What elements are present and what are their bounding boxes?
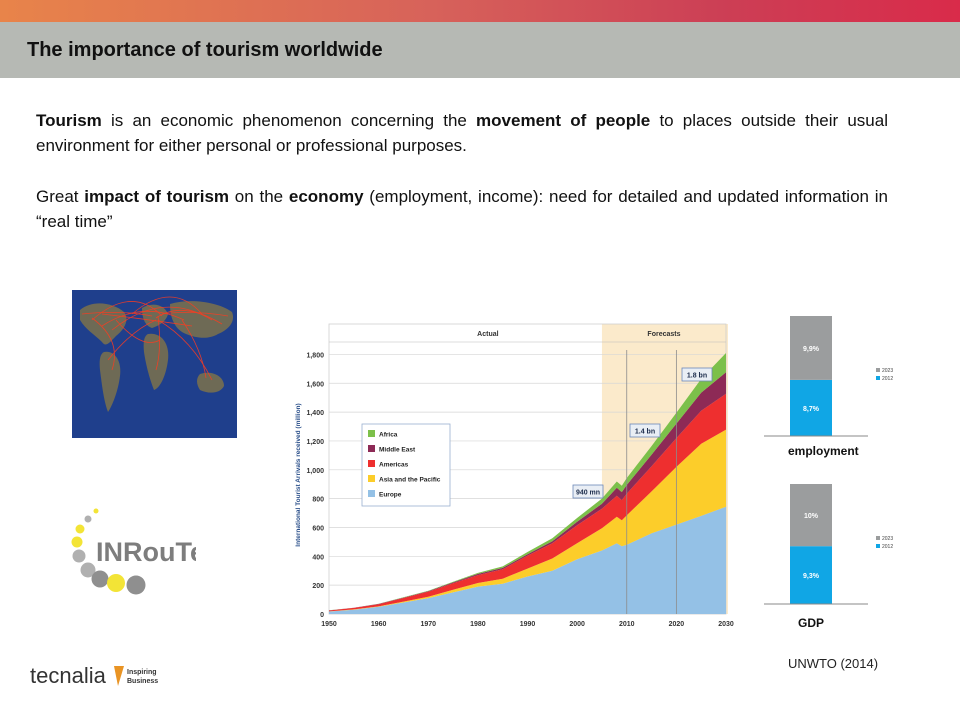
y-tick-label: 1,000 [306,468,324,475]
paragraph2-run: on the [229,187,289,206]
y-tick-label: 1,800 [306,352,324,359]
legend-label: Europe [379,492,402,499]
flight-routes [81,296,229,381]
tecnalia-logo: tecnalia Inspiring Business [30,663,158,688]
legend-label: Middle East [379,447,416,454]
legend-swatch [368,460,375,467]
y-tick-label: 800 [312,497,324,504]
y-tick-label: 200 [312,583,324,590]
bar-legend-swatch [876,544,880,548]
bar-legend-label: 2023 [882,536,893,542]
paragraph1-run: movement of people [476,111,651,130]
paragraph2-run: impact of tourism [84,187,230,206]
bar-segment-2023 [790,484,832,547]
y-tick-label: 0 [320,612,324,619]
annotation-label: 1.4 bn [635,429,655,436]
bar-legend-swatch [876,536,880,540]
x-tick-label: 2010 [619,621,635,628]
x-tick-label: 1960 [371,621,387,628]
y-tick-label: 1,600 [306,381,324,388]
slide-title: The importance of tourism worldwide [27,39,383,61]
gdp-bar-chart: 9,3% 10% 2023 2012 [764,484,893,605]
continents [80,301,234,412]
section-actual: Actual [477,331,498,338]
bar-legend-label: 2012 [882,376,893,382]
bar-label-2023: 10% [804,513,819,520]
legend-swatch [368,430,375,437]
source-citation: UNWTO (2014) [788,656,879,671]
bar-label-2012: 9,3% [803,573,820,580]
y-axis-title: International Tourist Arrivals received … [295,403,302,546]
annotation-box [681,367,713,382]
tecnalia-wordmark: tecnalia [30,663,107,688]
annotation-box [629,423,661,438]
bar-legend-swatch [876,368,880,372]
x-tick-label: 1950 [321,621,337,628]
paragraph2-run: economy [288,187,364,206]
area-americas [329,393,726,612]
chart-legend: Africa Middle East Americas Asia and the Pa… [361,423,451,507]
section-forecasts: Forecasts [647,331,680,338]
paragraph2-run: Great [36,187,85,206]
inroute-wordmark: INRouTe [96,537,196,567]
world-travel-map-image [72,290,237,438]
inroute-logo: INRouTe [71,508,196,595]
world-map-graphic [72,290,237,438]
y-tick-label: 600 [312,525,324,532]
top-accent-bar [0,0,960,22]
employment-bar-chart: 8,7% 9,9% 2023 2012 [764,316,893,437]
bar-legend-label: 2023 [882,368,893,374]
inroute-dots [71,508,146,595]
legend-label: Asia and the Pacific [379,477,441,484]
x-tick-label: 2000 [569,621,585,628]
x-tick-label: 1980 [470,621,486,628]
bar-legend-swatch [876,376,880,380]
x-tick-label: 1990 [520,621,536,628]
paragraph1-run: to places outside their usual environmen… [36,111,888,155]
legend-frame [361,423,451,507]
tecnalia-tagline-2: Business [127,678,158,685]
annotation-label: 1.8 bn [687,373,707,380]
y-tick-label: 400 [312,554,324,561]
title-bar [0,22,960,78]
paragraph-tourism-impact: Great impact of tourism on the economy (… [36,184,888,234]
annotation-box [572,484,604,499]
area-asia-and-the-pacific [329,429,726,612]
y-tick-label: 1,200 [306,439,324,446]
bar-segment-2012 [790,546,832,604]
x-tick-label: 1970 [420,621,436,628]
bar-label-2023: 9,9% [803,346,820,353]
legend-label: Africa [379,432,398,439]
paragraph2-run: (employment, income): need for detailed … [36,187,888,231]
tourist-arrivals-chart: 0 200 400 600 800 1,000 1,200 1,400 1,600 1,800 19… [295,323,734,628]
legend-swatch [368,445,375,452]
bar-legend-label: 2012 [882,544,893,550]
legend-swatch [368,475,375,482]
bar-segment-2023 [790,316,832,380]
paragraph1-run: is an economic phenomenon concerning the [101,111,477,130]
legend-swatch [368,490,375,497]
paragraph1-run: Tourism [36,111,102,130]
tecnalia-tagline-1: Inspiring [127,669,157,676]
paragraph-tourism-definition: Tourism is an economic phenomenon concer… [36,108,888,158]
bar-label-2012: 8,7% [803,406,820,413]
y-tick-label: 1,400 [306,410,324,417]
bar-segment-2012 [790,379,832,436]
tecnalia-mark [114,666,124,686]
annotation-label: 940 mn [576,490,600,497]
gdp-caption: GDP [798,616,825,630]
x-tick-label: 2030 [718,621,734,628]
x-tick-label: 2020 [669,621,685,628]
legend-label: Americas [379,462,409,469]
employment-caption: employment [788,444,859,458]
